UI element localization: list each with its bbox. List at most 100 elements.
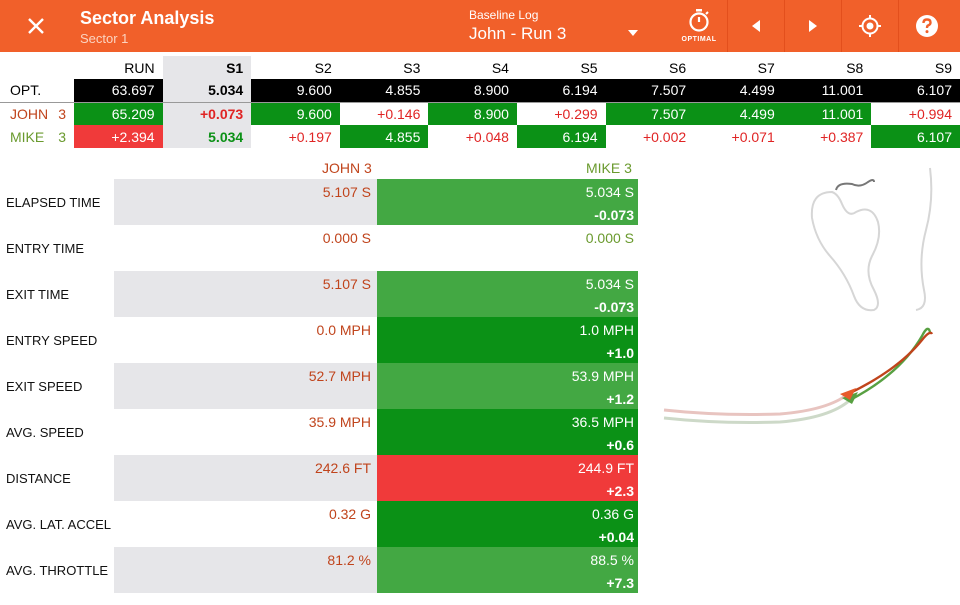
table-cell: +0.387 [820, 128, 864, 145]
table-cell: +0.048 [465, 128, 509, 145]
comparison-row: ELAPSED TIME 5.107 S 5.034 S -0.073 [0, 179, 640, 225]
previous-button[interactable] [728, 0, 784, 52]
john-column-header: JOHN 3 [322, 160, 372, 176]
table-cell: 7.507 [605, 101, 695, 125]
help-icon [916, 15, 938, 37]
sector-table: RUN S1 S2 S3 S4 S5 S6 S7 S8 S9 OPT. 63.6… [0, 56, 960, 148]
column-header[interactable]: S5 [580, 59, 598, 76]
john-value: 5.107 S [114, 179, 377, 225]
top-app-bar: Sector Analysis Sector 1 Baseline Log Jo… [0, 0, 960, 52]
table-cell: 11.001 [782, 101, 872, 125]
column-header[interactable]: S1 [162, 56, 252, 79]
mike-value: 36.5 MPH [571, 414, 634, 430]
table-cell: +0.994 [871, 101, 960, 125]
page-subtitle: Sector 1 [80, 31, 129, 46]
sector-header-row: RUN S1 S2 S3 S4 S5 S6 S7 S8 S9 [0, 56, 960, 79]
column-header[interactable]: S9 [934, 59, 952, 76]
mike-value: 5.034 S [585, 184, 634, 200]
comparison-row: EXIT TIME 5.107 S 5.034 S -0.073 [0, 271, 640, 317]
column-header[interactable]: S3 [403, 59, 421, 76]
table-cell: +0.197 [288, 128, 332, 145]
table-cell: 6.194 [516, 79, 606, 102]
john-value: 52.7 MPH [114, 363, 377, 409]
table-cell: 4.855 [339, 125, 429, 148]
table-cell: 4.499 [694, 79, 783, 102]
baseline-label: Baseline Log [469, 8, 539, 22]
table-cell: 6.107 [871, 125, 960, 148]
column-header[interactable]: RUN [124, 59, 155, 76]
john-value: 0.000 S [322, 230, 371, 246]
column-header[interactable]: S8 [846, 59, 864, 76]
divider [727, 0, 728, 52]
table-row-mike[interactable]: MIKE 3 +2.394 5.034 +0.197 4.855 +0.048 6… [0, 125, 960, 148]
mike-diff: +0.6 [606, 437, 634, 453]
john-value: 242.6 FT [114, 455, 377, 501]
column-header[interactable]: S7 [757, 59, 775, 76]
divider [898, 0, 899, 52]
mike-cell: 88.5 % +7.3 [377, 547, 638, 593]
table-cell: 5.034 [162, 125, 252, 148]
table-cell: 9.600 [251, 79, 340, 102]
table-cell: 6.194 [516, 125, 606, 148]
optimal-button[interactable]: OPTIMAL [672, 0, 726, 52]
mike-cell: 36.5 MPH +0.6 [377, 409, 638, 455]
mike-value: 5.034 S [585, 276, 634, 292]
john-value: 0.0 MPH [316, 322, 371, 338]
baseline-run-select[interactable]: John - Run 3 [469, 24, 567, 43]
triangle-right-icon [809, 20, 817, 32]
table-row-john[interactable]: JOHN 3 65.209 +0.073 9.600 +0.146 8.900 +… [0, 101, 960, 125]
column-header[interactable]: S2 [314, 59, 332, 76]
comparison-row: AVG. THROTTLE 81.2 % 88.5 % +7.3 [0, 547, 640, 593]
close-icon [28, 18, 44, 34]
mike-diff: -0.073 [594, 207, 634, 223]
mike-value: 1.0 MPH [579, 322, 634, 338]
page-title: Sector Analysis [80, 8, 215, 28]
table-cell: 65.209 [74, 101, 163, 125]
chevron-down-icon[interactable] [628, 30, 638, 36]
optimal-label: OPTIMAL [681, 36, 717, 43]
mike-cell: 244.9 FT +2.3 [377, 455, 638, 501]
mike-cell: 0.36 G +0.04 [377, 501, 638, 547]
john-value: 81.2 % [114, 547, 377, 593]
metric-label: ENTRY TIME [6, 240, 85, 256]
divider [784, 0, 785, 52]
mike-diff: +1.2 [606, 391, 634, 407]
metric-label: EXIT SPEED [6, 378, 83, 394]
john-value: 0.32 G [328, 506, 371, 522]
mike-value: 53.9 MPH [571, 368, 634, 384]
driver-name: MIKE [10, 128, 45, 145]
comparison-row: EXIT SPEED 52.7 MPH 53.9 MPH +1.2 [0, 363, 640, 409]
divider [841, 0, 842, 52]
row-label: MIKE 3 [0, 125, 74, 148]
header-spacer [0, 56, 74, 79]
mike-diff: -0.073 [594, 299, 634, 315]
table-cell: 7.507 [605, 79, 695, 102]
table-cell: 4.499 [694, 101, 783, 125]
metric-label: ENTRY SPEED [6, 332, 98, 348]
metric-label: AVG. THROTTLE [6, 562, 109, 578]
column-header[interactable]: S4 [491, 59, 509, 76]
close-button[interactable] [14, 6, 58, 46]
locate-button[interactable] [842, 0, 898, 52]
next-button[interactable] [785, 0, 841, 52]
mike-diff: +1.0 [606, 345, 634, 361]
mike-cell: 5.034 S -0.073 [377, 271, 638, 317]
table-cell: 4.855 [339, 79, 429, 102]
table-cell: +0.002 [642, 128, 687, 145]
table-cell: 9.600 [251, 101, 340, 125]
mike-value: 0.000 S [585, 230, 634, 246]
table-cell: +0.073 [162, 101, 252, 125]
column-header[interactable]: S6 [669, 59, 687, 76]
track-map[interactable] [660, 160, 960, 600]
metric-label: DISTANCE [6, 470, 71, 486]
mike-value: 0.36 G [591, 506, 634, 522]
mike-value: 88.5 % [590, 552, 634, 568]
row-label: JOHN 3 [0, 101, 74, 125]
metric-label: ELAPSED TIME [6, 194, 101, 210]
help-button[interactable] [899, 0, 955, 52]
sector-trace [663, 327, 934, 424]
comparison-row: AVG. LAT. ACCEL 0.32 G 0.36 G +0.04 [0, 501, 640, 547]
comparison-row: AVG. SPEED 35.9 MPH 36.5 MPH +0.6 [0, 409, 640, 455]
table-row-optimal: OPT. 63.697 5.034 9.600 4.855 8.900 6.19… [0, 79, 960, 102]
table-cell: 6.107 [871, 79, 960, 102]
